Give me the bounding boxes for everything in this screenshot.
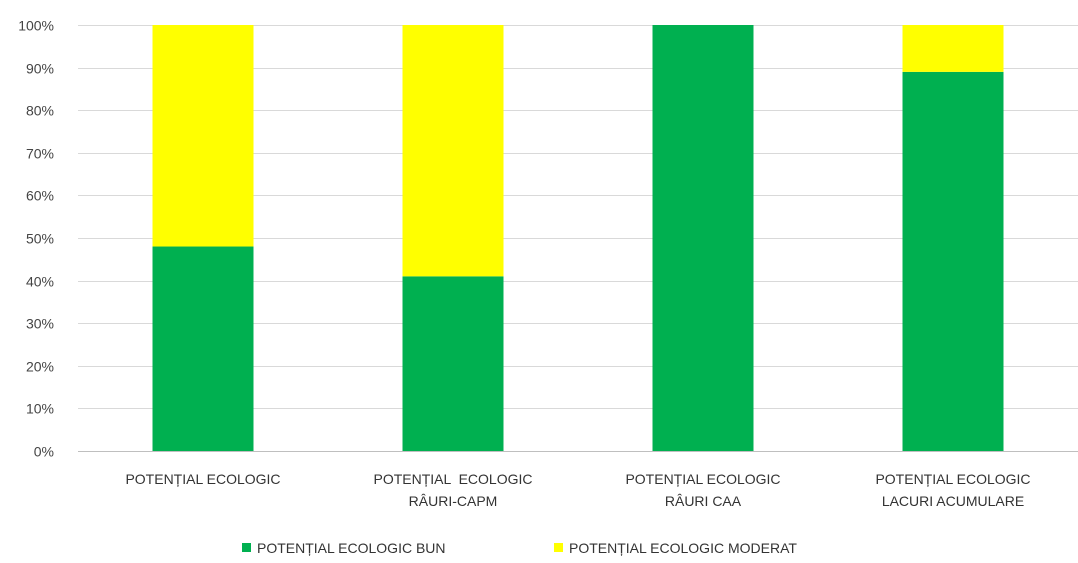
- legend-label: POTENȚIAL ECOLOGIC BUN: [257, 540, 446, 556]
- y-tick-label: 20%: [26, 359, 54, 375]
- x-category-label: LACURI ACUMULARE: [882, 493, 1024, 509]
- bar-segment: [402, 25, 504, 277]
- y-axis: 0% 10% 20% 30% 40% 50% 60% 70% 80% 90% 100%: [18, 18, 54, 460]
- x-category-label: RÂURI-CAPM: [409, 493, 498, 509]
- y-tick-label: 80%: [26, 103, 54, 119]
- y-tick-label: 90%: [26, 61, 54, 77]
- y-tick-label: 70%: [26, 146, 54, 162]
- legend-swatch: [554, 543, 563, 552]
- y-tick-label: 0%: [34, 444, 54, 460]
- legend-swatch: [242, 543, 251, 552]
- bars: [152, 25, 1004, 452]
- y-tick-label: 100%: [18, 18, 54, 34]
- legend-label: POTENȚIAL ECOLOGIC MODERAT: [569, 540, 797, 556]
- bar-segment: [902, 25, 1004, 72]
- x-category-label: RÂURI CAA: [665, 493, 742, 509]
- bar-segment: [152, 25, 254, 247]
- bar-segment: [402, 276, 504, 451]
- legend: POTENȚIAL ECOLOGIC BUN POTENȚIAL ECOLOGIC…: [242, 540, 797, 556]
- x-category-label: POTENȚIAL ECOLOGIC: [374, 471, 533, 487]
- x-axis-labels: POTENȚIAL ECOLOGIC POTENȚIAL ECOLOGIC RÂUR…: [125, 471, 1030, 509]
- x-category-label: POTENȚIAL ECOLOGIC: [125, 471, 280, 487]
- bar-segment: [152, 246, 254, 451]
- y-tick-label: 10%: [26, 401, 54, 417]
- bar-segment: [902, 71, 1004, 452]
- y-tick-label: 30%: [26, 316, 54, 332]
- bar-segment: [652, 25, 754, 451]
- y-tick-label: 50%: [26, 231, 54, 247]
- x-category-label: POTENȚIAL ECOLOGIC: [625, 471, 780, 487]
- x-category-label: POTENȚIAL ECOLOGIC: [875, 471, 1030, 487]
- y-tick-label: 60%: [26, 188, 54, 204]
- y-tick-label: 40%: [26, 274, 54, 290]
